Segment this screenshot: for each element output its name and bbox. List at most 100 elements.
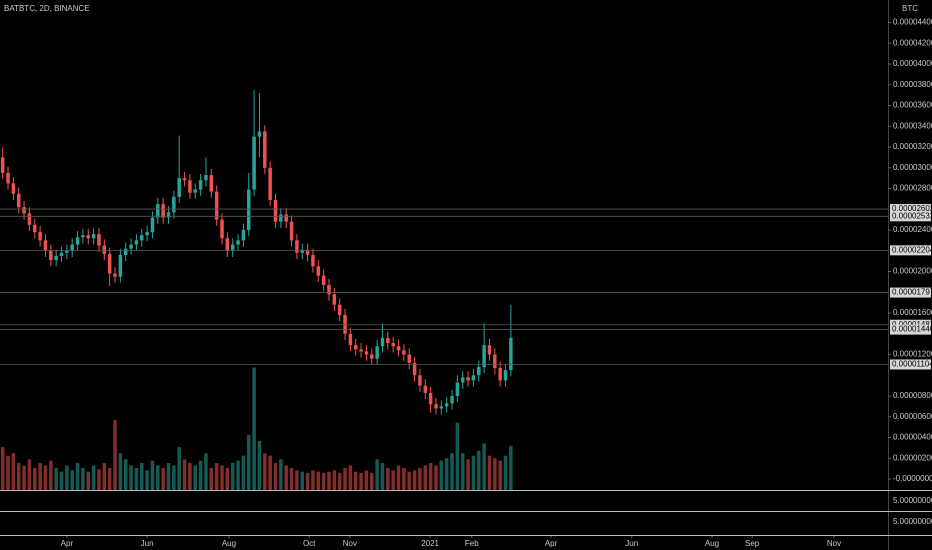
candle-body: [364, 351, 369, 355]
volume-bar: [348, 465, 353, 490]
candle-body: [375, 346, 379, 359]
candle-body: [391, 343, 395, 347]
volume-bar: [150, 460, 155, 490]
volume-bar: [300, 471, 304, 490]
candle-body: [487, 345, 492, 355]
y-tick-label: 0.00002400: [893, 225, 932, 234]
volume-bar: [482, 443, 486, 490]
candle-body: [289, 221, 294, 241]
candle-body: [22, 207, 26, 214]
y-tick-label: 0.00001600: [893, 308, 932, 317]
candle-body: [460, 377, 465, 383]
volume-bar: [284, 465, 288, 490]
volume-bar: [471, 455, 476, 490]
candle-body: [118, 254, 123, 277]
volume-bar: [407, 471, 411, 490]
candle-body: [230, 244, 235, 251]
candle-body: [284, 214, 288, 222]
x-tick-label: Oct: [303, 539, 316, 548]
volume-bar: [391, 470, 395, 490]
candle-body: [423, 385, 428, 393]
volume-bar: [289, 467, 294, 490]
volume-bar: [370, 472, 374, 490]
candle-body: [428, 392, 433, 405]
candle-body: [273, 199, 278, 222]
candle-body: [33, 224, 37, 233]
volume-bar: [123, 459, 128, 490]
price-label: 0.00001104: [892, 360, 932, 369]
y-tick-label: 0.00003400: [893, 121, 932, 130]
candle-body: [145, 232, 149, 236]
candle-body: [396, 346, 401, 351]
candle-body: [418, 375, 422, 386]
candle-body: [65, 250, 69, 253]
volume-bar: [54, 467, 58, 490]
price-label-box: [890, 287, 931, 298]
y-tick-label: 0.00000600: [893, 412, 932, 421]
volume-bar: [6, 455, 10, 490]
volume-bar: [353, 471, 358, 490]
candle-body: [70, 244, 74, 251]
y-tick-label: 0.00000400: [893, 433, 932, 442]
volume-bar: [166, 463, 171, 490]
volume-bar: [375, 459, 379, 490]
volume-bar: [402, 467, 406, 490]
candle-body: [380, 337, 385, 347]
lower-pane-label: 5.00000000: [893, 496, 932, 505]
candle-body: [0, 157, 5, 173]
candle-body: [209, 175, 214, 192]
volume-bar: [263, 453, 267, 490]
volume-bar: [182, 459, 187, 490]
volume-bar: [412, 470, 417, 490]
volume-bar: [444, 458, 449, 490]
candle-body: [16, 193, 21, 208]
candle-body: [316, 266, 321, 276]
volume-bar: [503, 455, 508, 490]
volume-bar: [65, 465, 69, 490]
candle-body: [455, 382, 460, 397]
volume-bar: [321, 472, 326, 490]
price-label: 0.00002532: [892, 211, 932, 220]
candle-body: [359, 349, 363, 352]
volume-bar: [487, 455, 492, 490]
volume-bar: [140, 463, 144, 490]
x-tick-label: Nov: [827, 539, 841, 548]
volume-bar: [209, 467, 214, 490]
price-label: 0.00002204: [892, 245, 932, 254]
volume-bar: [460, 453, 465, 490]
candle-body: [166, 212, 171, 218]
price-label-box: [890, 324, 931, 335]
candle-body: [49, 250, 53, 261]
x-tick-label: Aug: [222, 539, 236, 548]
candle-body: [498, 367, 502, 381]
volume-bar: [38, 463, 42, 490]
candle-body: [482, 345, 486, 367]
candle-body: [86, 235, 91, 239]
candle-body: [503, 370, 508, 381]
volume-bar: [0, 447, 5, 490]
volume-bar: [236, 460, 240, 490]
candle-body: [161, 204, 165, 218]
candle-body: [295, 240, 299, 253]
x-tick-label: Nov: [343, 539, 357, 548]
candle-body: [172, 196, 176, 213]
y-tick-label: 0.00000800: [893, 391, 932, 400]
volume-bar: [380, 463, 385, 490]
candle-body: [97, 234, 101, 246]
candle-body: [263, 131, 267, 168]
candle-body: [27, 213, 32, 225]
volume-bar: [204, 453, 208, 490]
candle-body: [407, 354, 411, 363]
volume-bar: [230, 463, 235, 490]
y-tick-label: -0.00000000: [893, 474, 932, 483]
candle-body: [353, 345, 358, 350]
volume-bar: [113, 420, 117, 490]
price-label-box: [890, 204, 931, 215]
candle-body: [38, 232, 42, 241]
candle-body: [134, 240, 139, 245]
volume-bar: [386, 467, 390, 490]
volume-bar: [75, 463, 80, 490]
volume-bar: [177, 447, 181, 490]
price-label: 0.00001797: [892, 288, 932, 297]
